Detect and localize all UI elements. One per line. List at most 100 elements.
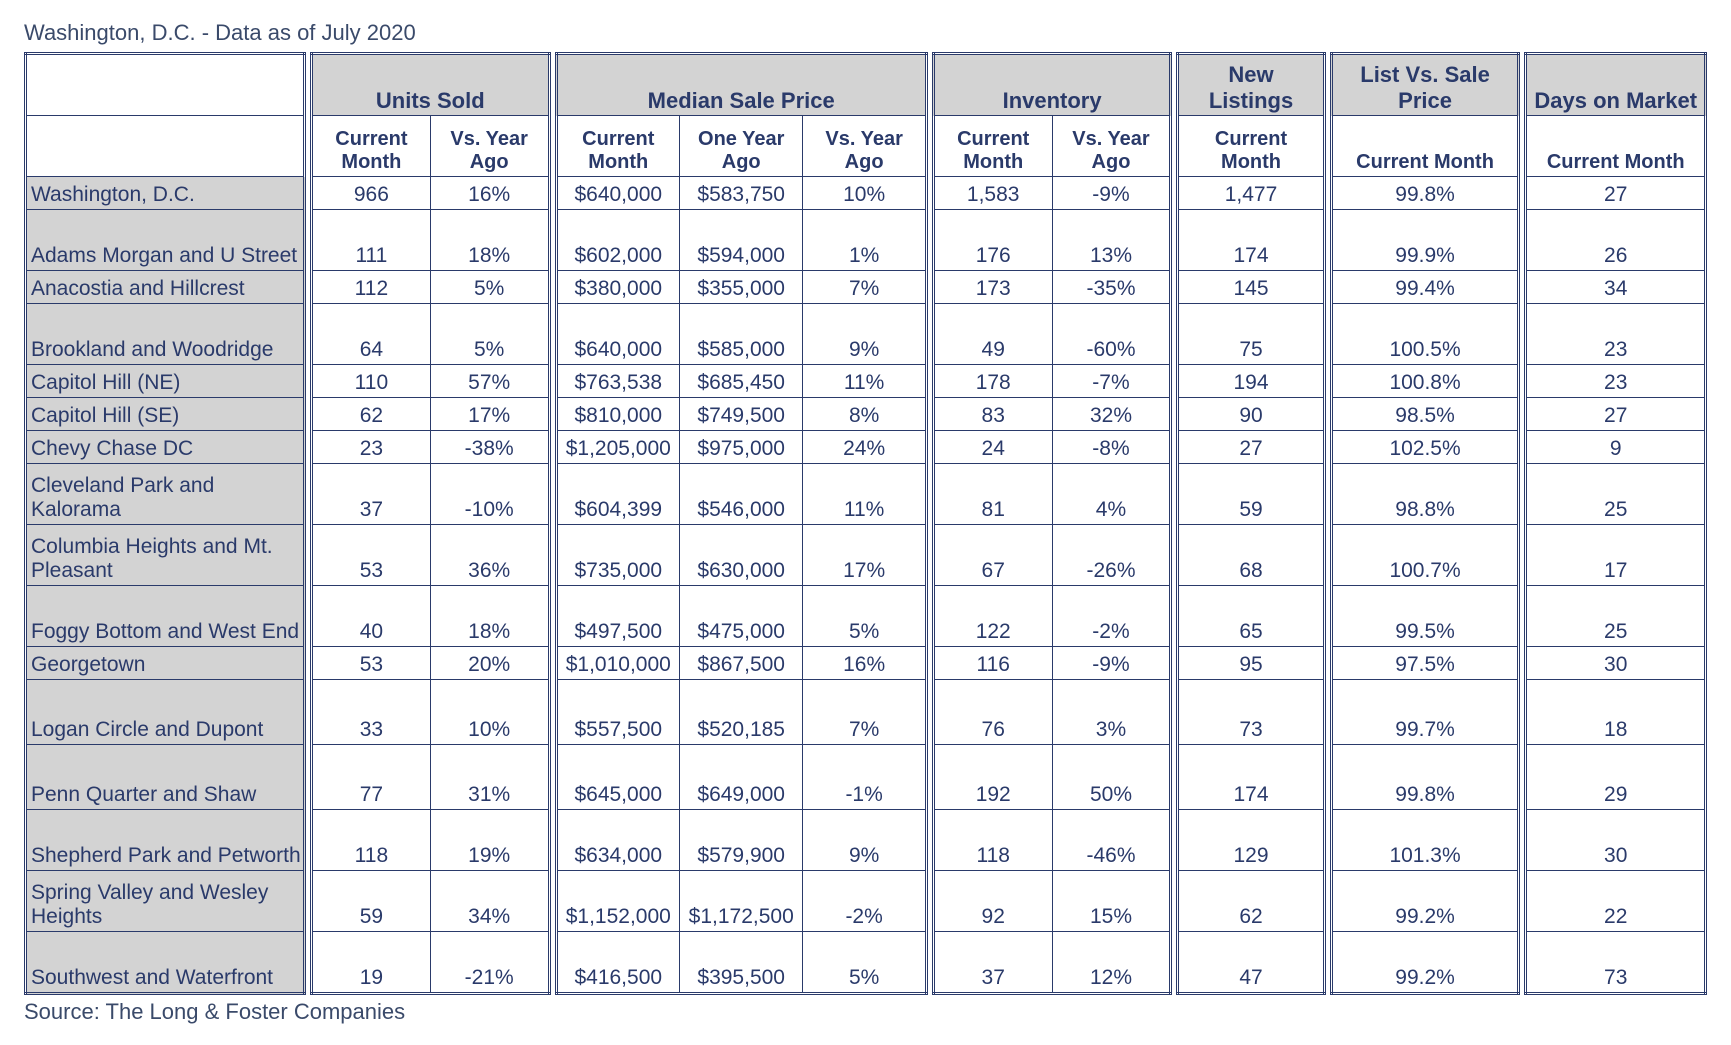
table-row: 26: [1526, 210, 1706, 271]
data-cell: 53: [312, 647, 431, 680]
table-row: Georgetown: [26, 647, 305, 680]
table-row: 9: [1526, 431, 1706, 464]
table-row: 5934%: [312, 871, 550, 932]
data-cell: 176: [933, 210, 1052, 271]
table-row: 100.7%: [1331, 525, 1519, 586]
data-cell: 33: [312, 680, 431, 745]
row-label: Southwest and Waterfront: [26, 932, 305, 994]
table-row: Foggy Bottom and West End: [26, 586, 305, 647]
table-row: 75: [1178, 304, 1324, 365]
row-label: Columbia Heights and Mt. Pleasant: [26, 525, 305, 586]
column-subheader: Vs. Year Ago: [430, 116, 549, 177]
data-cell: $579,900: [679, 810, 802, 871]
column-subheader: Vs. Year Ago: [803, 116, 926, 177]
data-cell: 9: [1526, 431, 1706, 464]
table-row: 23-38%: [312, 431, 550, 464]
data-cell: 68: [1178, 525, 1324, 586]
table-row: 17: [1526, 525, 1706, 586]
column-group: New ListingsCurrent Month1,4771741457519…: [1176, 52, 1325, 995]
table-row: 100.5%: [1331, 304, 1519, 365]
data-cell: $520,185: [679, 680, 802, 745]
table-row: 73: [1178, 680, 1324, 745]
table-row: 645%: [312, 304, 550, 365]
table-row: 98.5%: [1331, 398, 1519, 431]
data-cell: 99.8%: [1331, 177, 1519, 210]
row-label: Washington, D.C.: [26, 177, 305, 210]
data-cell: 62: [312, 398, 431, 431]
data-cell: 112: [312, 271, 431, 304]
data-cell: 24: [933, 431, 1052, 464]
data-cell: $557,500: [556, 680, 679, 745]
table-row: Cleveland Park and Kalorama: [26, 464, 305, 525]
table-row: Adams Morgan and U Street: [26, 210, 305, 271]
data-cell: 97.5%: [1331, 647, 1519, 680]
data-cell: 49: [933, 304, 1052, 365]
data-cell: 7%: [803, 680, 926, 745]
column-subheader: Current Month: [1178, 116, 1324, 177]
data-cell: 73: [1178, 680, 1324, 745]
data-cell: 118: [933, 810, 1052, 871]
data-cell: 34%: [430, 871, 549, 932]
data-cell: 5%: [430, 271, 549, 304]
column-group: Units SoldCurrent MonthVs. Year Ago96616…: [310, 52, 551, 995]
table-row: 99.4%: [1331, 271, 1519, 304]
table-row: Spring Valley and Wesley Heights: [26, 871, 305, 932]
table-row: 68: [1178, 525, 1324, 586]
data-cell: 59: [312, 871, 431, 932]
column-group: Median Sale PriceCurrent MonthOne Year A…: [555, 52, 928, 995]
data-cell: 4%: [1052, 464, 1171, 525]
table-row: $763,538$685,45011%: [556, 365, 926, 398]
data-cell: 99.4%: [1331, 271, 1519, 304]
column-subheader: Current Month: [312, 116, 431, 177]
data-cell: 24%: [803, 431, 926, 464]
data-cell: $1,152,000: [556, 871, 679, 932]
data-cell: $735,000: [556, 525, 679, 586]
data-cell: 37: [312, 464, 431, 525]
data-cell: 34: [1526, 271, 1706, 304]
table-row: $497,500$475,0005%: [556, 586, 926, 647]
data-cell: 111: [312, 210, 431, 271]
data-cell: 22: [1526, 871, 1706, 932]
table-row: 101.3%: [1331, 810, 1519, 871]
data-cell: 5%: [803, 586, 926, 647]
table-row: Penn Quarter and Shaw: [26, 745, 305, 810]
data-cell: $395,500: [679, 932, 802, 994]
column-subheader: Current Month: [933, 116, 1052, 177]
data-cell: 98.5%: [1331, 398, 1519, 431]
table-row: $1,152,000$1,172,500-2%: [556, 871, 926, 932]
table-row: 95: [1178, 647, 1324, 680]
data-cell: 95: [1178, 647, 1324, 680]
table-row: 99.8%: [1331, 745, 1519, 810]
data-cell: -60%: [1052, 304, 1171, 365]
data-cell: 192: [933, 745, 1052, 810]
data-cell: $749,500: [679, 398, 802, 431]
table-row: 27: [1178, 431, 1324, 464]
data-cell: 20%: [430, 647, 549, 680]
table-row: $640,000$583,75010%: [556, 177, 926, 210]
table-row: 6217%: [312, 398, 550, 431]
data-cell: 145: [1178, 271, 1324, 304]
data-cell: 194: [1178, 365, 1324, 398]
table-row: 17613%: [933, 210, 1171, 271]
data-cell: 18%: [430, 586, 549, 647]
data-cell: $583,750: [679, 177, 802, 210]
data-cell: -46%: [1052, 810, 1171, 871]
table-row: 49-60%: [933, 304, 1171, 365]
data-cell: 122: [933, 586, 1052, 647]
data-cell: 118: [312, 810, 431, 871]
data-cell: -7%: [1052, 365, 1171, 398]
table-row: 22: [1526, 871, 1706, 932]
data-cell: $475,000: [679, 586, 802, 647]
row-label: Chevy Chase DC: [26, 431, 305, 464]
column-group: List Vs. Sale PriceCurrent Month99.8%99.…: [1330, 52, 1521, 995]
data-cell: 5%: [803, 932, 926, 994]
data-cell: $1,205,000: [556, 431, 679, 464]
data-cell: -38%: [430, 431, 549, 464]
data-cell: $975,000: [679, 431, 802, 464]
table-row: 1,583-9%: [933, 177, 1171, 210]
table-row: Southwest and Waterfront: [26, 932, 305, 994]
table-row: 99.9%: [1331, 210, 1519, 271]
table-row: 1125%: [312, 271, 550, 304]
table-row: 9215%: [933, 871, 1171, 932]
data-cell: 47: [1178, 932, 1324, 994]
